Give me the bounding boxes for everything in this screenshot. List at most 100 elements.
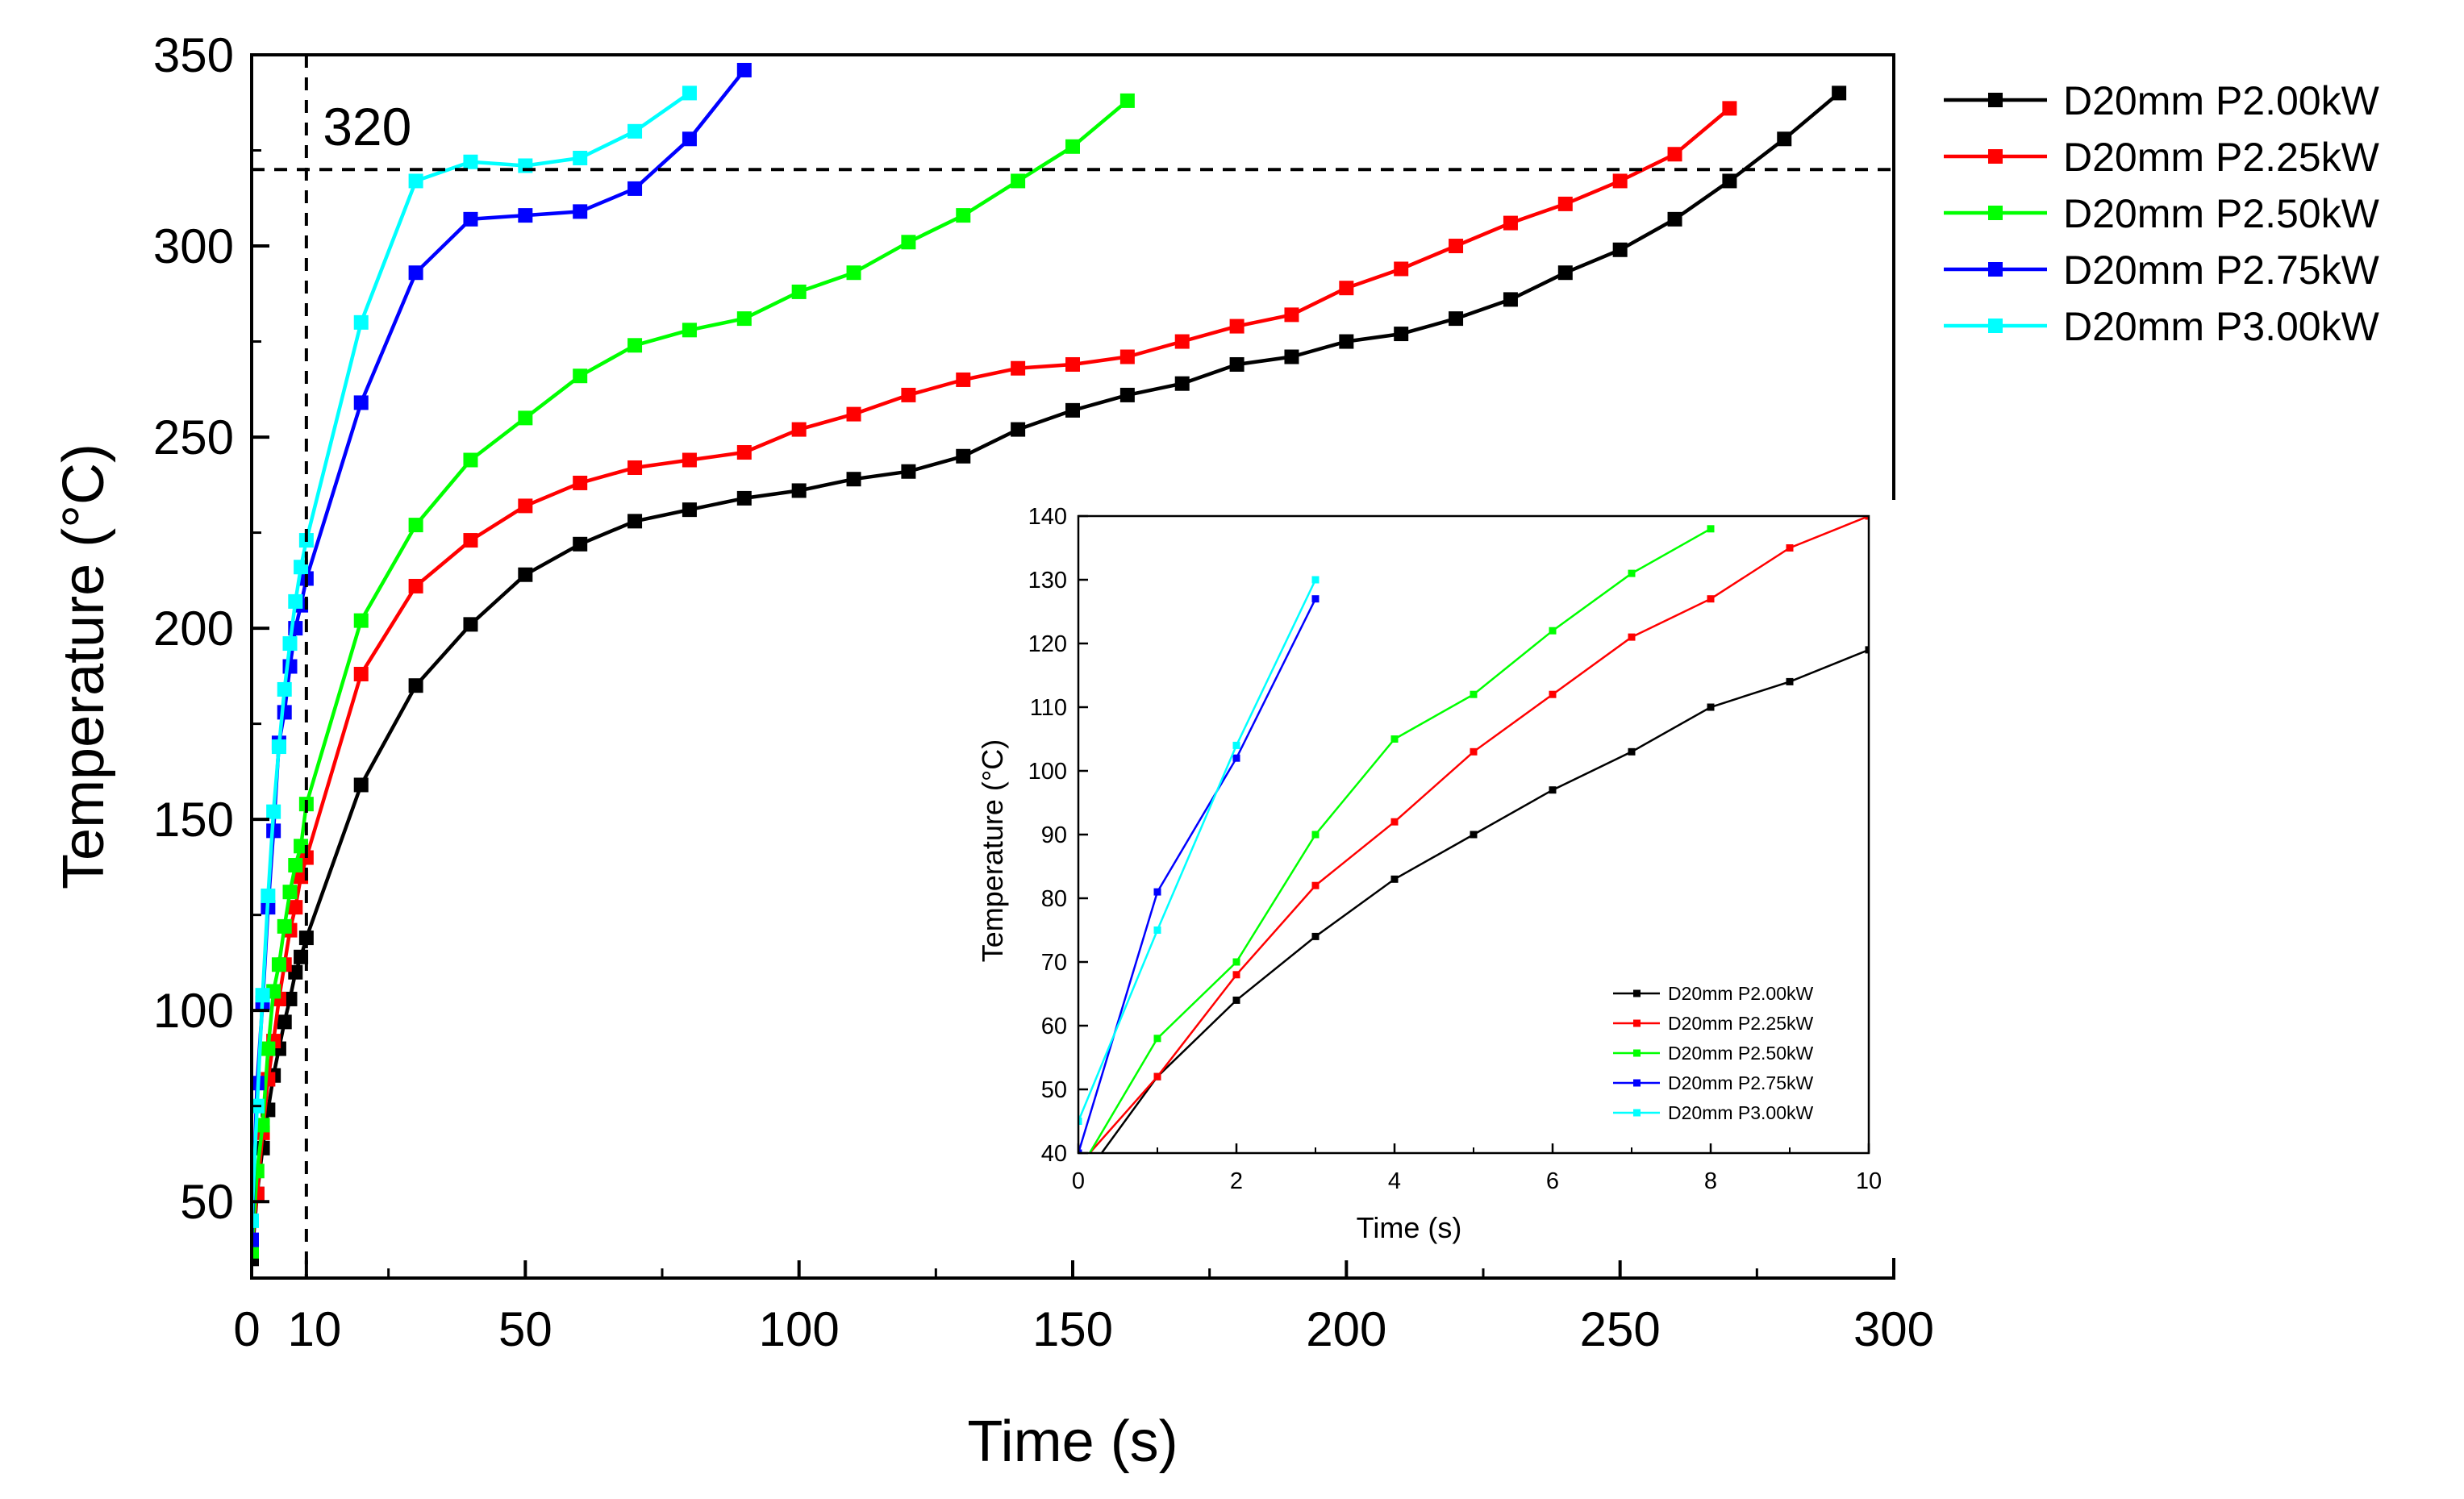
- data-point: [736, 490, 752, 506]
- data-point: [573, 369, 588, 384]
- data-point: [463, 154, 478, 169]
- main-legend: D20mm P2.00kW D20mm P2.25kW D20mm P2.50kW D…: [1944, 78, 2380, 349]
- x-tick-label: 0: [233, 1302, 260, 1356]
- data-point: [463, 533, 478, 548]
- x-tick-label: 10: [1856, 1168, 1882, 1194]
- y-tick-label: 350: [153, 28, 234, 82]
- data-point: [1549, 627, 1557, 635]
- data-point: [1628, 569, 1636, 577]
- data-point: [252, 1243, 259, 1259]
- main-series-d20mm-p2-00kw: [252, 85, 1847, 1267]
- legend-swatch-marker: [1633, 1019, 1641, 1027]
- main-series-group: [252, 62, 1847, 1267]
- legend-item: D20mm P2.25kW: [1613, 1013, 1814, 1034]
- data-point: [1390, 875, 1399, 883]
- main-series-d20mm-p3-00kw: [252, 85, 697, 1228]
- data-point: [282, 991, 298, 1006]
- data-point: [1065, 402, 1080, 418]
- data-point: [956, 208, 971, 223]
- data-point: [266, 984, 281, 999]
- data-point: [408, 173, 423, 189]
- data-point: [1232, 754, 1240, 762]
- data-point: [518, 567, 533, 582]
- data-point: [1394, 327, 1409, 342]
- data-point: [266, 804, 281, 819]
- y-tick-label: 70: [1041, 950, 1067, 976]
- data-point: [277, 1014, 292, 1030]
- main-series-d20mm-p2-50kw: [252, 93, 1135, 1259]
- data-point: [1865, 516, 1869, 520]
- data-point: [1119, 93, 1135, 108]
- data-point: [408, 265, 423, 281]
- y-tick-label: 110: [1030, 695, 1067, 721]
- data-point: [1153, 1035, 1161, 1043]
- main-series-d20mm-p2-75kw: [252, 62, 752, 1247]
- data-point: [1011, 422, 1026, 437]
- data-point: [1119, 387, 1135, 402]
- data-point: [1284, 349, 1299, 364]
- data-point: [791, 422, 807, 437]
- legend-swatch-marker: [1633, 989, 1641, 997]
- data-point: [1832, 85, 1847, 101]
- legend-item: D20mm P2.50kW: [1613, 1043, 1814, 1064]
- data-point: [282, 636, 298, 652]
- data-point: [1722, 173, 1737, 189]
- data-point: [255, 988, 270, 1003]
- data-point: [627, 181, 643, 196]
- y-tick-label: 60: [1041, 1014, 1067, 1039]
- data-point: [353, 395, 369, 410]
- data-point: [901, 464, 916, 479]
- data-point: [463, 617, 478, 632]
- inset-series-d20mm-p2-25kw: [1088, 516, 1869, 1153]
- data-point: [1153, 888, 1161, 896]
- data-point: [463, 211, 478, 227]
- data-point: [1628, 633, 1636, 641]
- y-tick-label: 200: [153, 602, 234, 656]
- y-tick-label: 120: [1028, 631, 1067, 657]
- data-point: [1449, 311, 1464, 327]
- y-tick-label: 80: [1041, 886, 1067, 912]
- inset-series-group: [1078, 516, 1869, 1153]
- data-point: [1549, 690, 1557, 698]
- data-point: [1786, 544, 1794, 552]
- series-line: [252, 91, 691, 1222]
- data-point: [288, 858, 303, 873]
- data-point: [1153, 1072, 1161, 1081]
- legend-item: D20mm P2.00kW: [1944, 78, 2380, 123]
- x-tick-label: 200: [1306, 1302, 1386, 1356]
- legend-swatch-marker: [1988, 319, 2003, 333]
- data-point: [1722, 101, 1737, 116]
- x-tick-label: 0: [1072, 1168, 1085, 1194]
- data-point: [682, 131, 697, 147]
- x-tick-label: 50: [498, 1302, 552, 1356]
- inset-chart: 0 2 4 6 8 10 40 50 60 70 80 90 100 110 120 130 140 Time (…: [974, 500, 1901, 1258]
- data-point: [518, 208, 533, 223]
- data-point: [901, 387, 916, 402]
- data-point: [736, 445, 752, 460]
- data-point: [1229, 356, 1245, 372]
- data-point: [627, 338, 643, 353]
- legend-label: D20mm P2.25kW: [1668, 1013, 1814, 1034]
- data-point: [1065, 139, 1080, 154]
- x-tick-label: 10: [287, 1302, 341, 1356]
- data-point: [1786, 677, 1794, 685]
- x-axis-title: Time (s): [1357, 1211, 1462, 1244]
- data-point: [682, 452, 697, 468]
- data-point: [1865, 646, 1869, 654]
- data-point: [1311, 576, 1320, 584]
- data-point: [518, 410, 533, 426]
- data-point: [1153, 926, 1161, 934]
- legend-swatch-marker: [1988, 93, 2003, 107]
- data-point: [1707, 703, 1715, 711]
- data-point: [627, 123, 643, 139]
- data-point: [1065, 356, 1080, 372]
- data-point: [353, 666, 369, 681]
- inset-background: [974, 500, 1901, 1258]
- y-tick-label: 100: [1028, 759, 1067, 785]
- data-point: [846, 472, 861, 487]
- data-point: [736, 311, 752, 327]
- data-point: [463, 452, 478, 468]
- data-point: [1232, 971, 1240, 979]
- legend-swatch-marker: [1633, 1049, 1641, 1057]
- data-point: [1078, 1118, 1082, 1125]
